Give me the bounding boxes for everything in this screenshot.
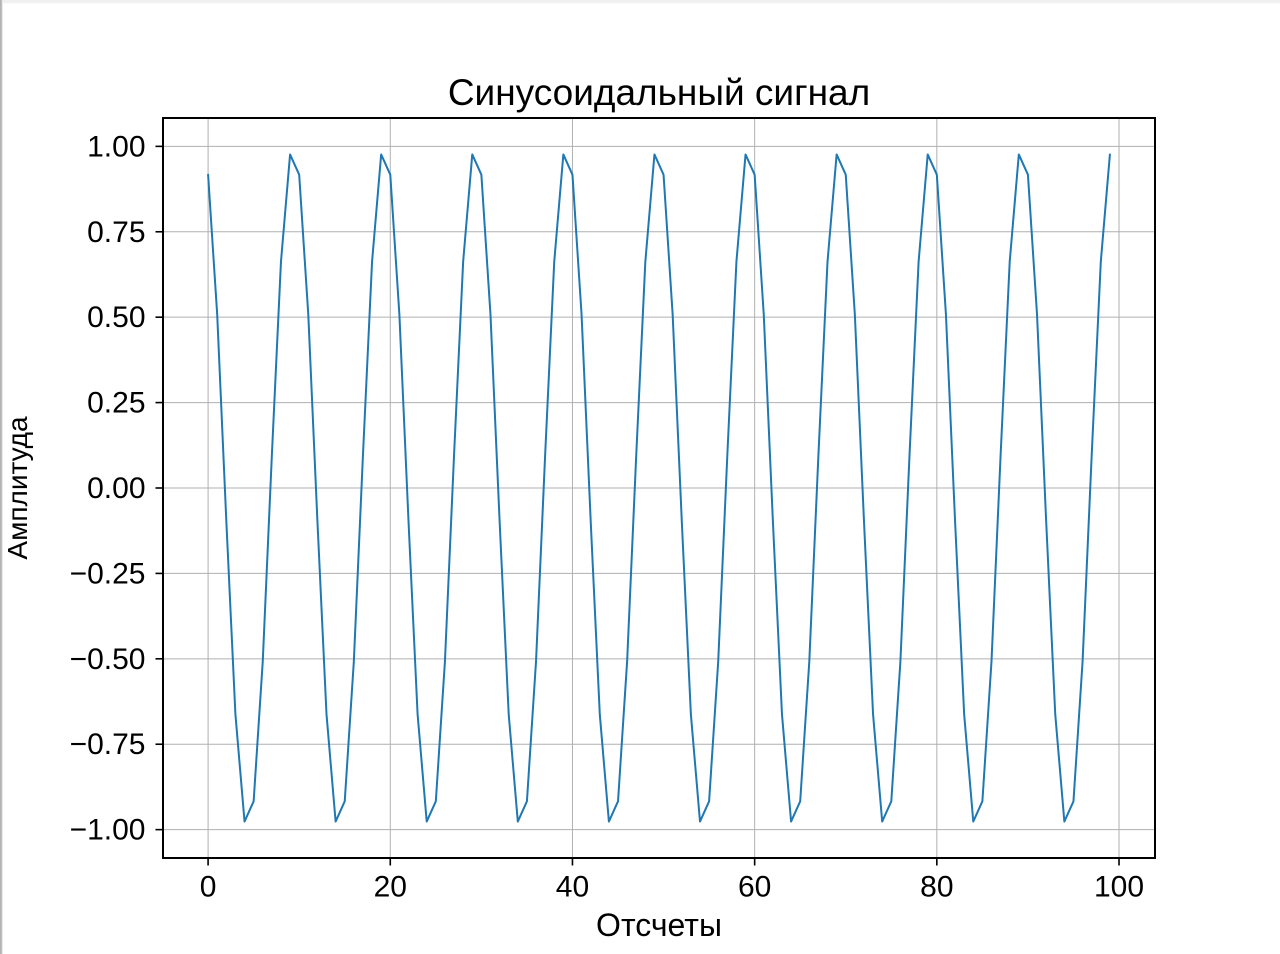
svg-text:0.75: 0.75 (87, 216, 145, 249)
svg-text:0: 0 (200, 871, 217, 904)
svg-text:100: 100 (1094, 871, 1144, 904)
svg-text:−0.75: −0.75 (70, 728, 146, 761)
svg-text:Отсчеты: Отсчеты (596, 907, 722, 943)
svg-text:60: 60 (738, 871, 771, 904)
svg-text:Синусоидальный сигнал: Синусоидальный сигнал (448, 72, 870, 113)
svg-text:0.00: 0.00 (87, 472, 145, 505)
svg-text:40: 40 (556, 871, 589, 904)
svg-text:0.25: 0.25 (87, 387, 145, 420)
svg-text:−0.25: −0.25 (70, 557, 146, 590)
svg-text:20: 20 (374, 871, 407, 904)
svg-text:1.00: 1.00 (87, 130, 145, 163)
svg-text:−0.50: −0.50 (70, 643, 146, 676)
svg-text:80: 80 (920, 871, 953, 904)
svg-text:0.50: 0.50 (87, 301, 145, 334)
svg-text:−1.00: −1.00 (70, 814, 146, 847)
svg-text:Амплитуда: Амплитуда (2, 416, 33, 560)
